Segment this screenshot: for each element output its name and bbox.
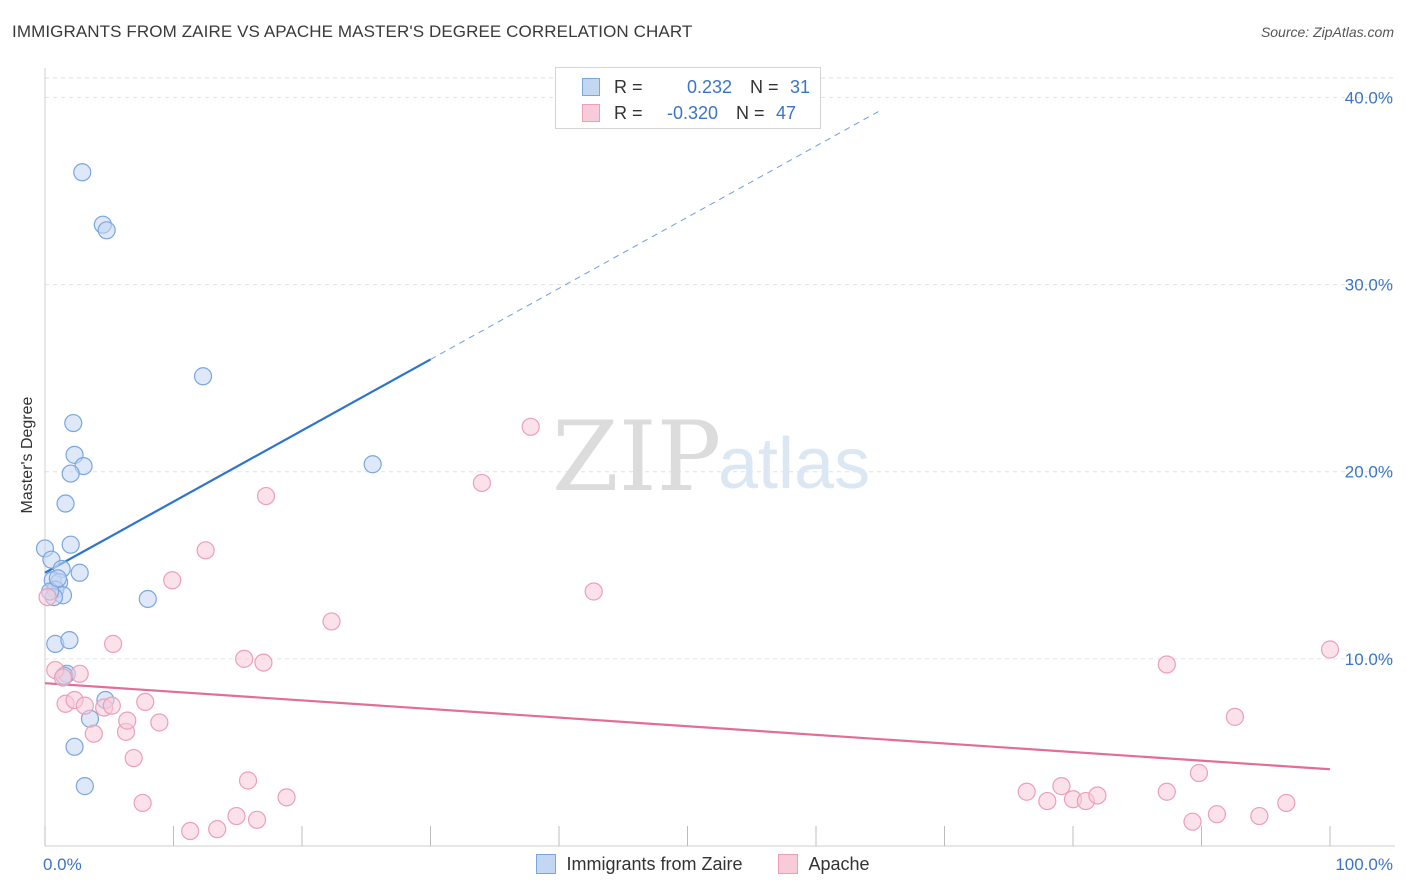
trend-line-apache [44, 682, 1331, 771]
series-label-apache: Apache [808, 853, 870, 874]
series-swatch-zaire [536, 854, 557, 874]
axes [44, 68, 1395, 847]
correlation-legend: R = 0.232 N = 31 R = -0.320 N = 47 [555, 67, 821, 129]
legend-n-label: N = [750, 76, 779, 97]
y-tick-label: 20.0% [1345, 463, 1393, 482]
point-apache [150, 713, 169, 732]
point-apache [1189, 763, 1209, 783]
legend-row-apache: R = -0.320 N = 47 [582, 101, 796, 125]
y-tick-label: 10.0% [1345, 650, 1393, 669]
watermark: ZIP atlas [552, 401, 870, 513]
legend-n-value: 31 [790, 76, 811, 97]
point-apache [1277, 793, 1296, 813]
point-apache [584, 582, 603, 601]
legend-n-value: 47 [776, 102, 797, 123]
point-apache [1052, 777, 1071, 796]
data-points [35, 163, 1340, 841]
chart-source: Source: ZipAtlas.com [1260, 24, 1394, 40]
point-apache [254, 653, 273, 672]
x-tick-label: 100.0% [1335, 855, 1393, 874]
point-apache [1157, 655, 1176, 674]
point-zaire [61, 464, 80, 483]
point-apache [53, 668, 73, 687]
series-legend-apache[interactable]: Apache [778, 853, 870, 875]
point-apache [136, 692, 155, 712]
point-apache [208, 820, 227, 839]
point-apache [238, 771, 258, 790]
trend-lines [44, 110, 1331, 771]
point-apache [104, 634, 123, 653]
point-apache [322, 612, 341, 631]
point-zaire [64, 413, 83, 433]
series-legend-zaire[interactable]: Immigrants from Zaire [536, 854, 742, 875]
watermark-atlas: atlas [718, 424, 870, 504]
point-apache [1038, 791, 1057, 811]
point-apache [124, 748, 143, 768]
point-zaire [48, 569, 67, 588]
point-apache [1320, 640, 1340, 659]
point-apache [1088, 786, 1107, 805]
trend-line-extension-zaire [430, 110, 881, 360]
point-apache [1157, 782, 1176, 801]
legend-n-label: N = [736, 102, 765, 123]
point-apache [256, 486, 276, 506]
point-zaire [138, 589, 157, 609]
point-zaire [70, 563, 89, 582]
legend-r-value: -0.320 [666, 102, 718, 123]
watermark-zip: ZIP [552, 401, 721, 513]
point-zaire [193, 367, 213, 386]
point-apache [1250, 806, 1269, 826]
series-legend: Immigrants from Zaire Apache [0, 852, 1406, 876]
point-zaire [56, 494, 75, 513]
trend-line-zaire [44, 358, 432, 574]
point-apache [75, 696, 94, 715]
point-apache [118, 711, 137, 730]
point-apache [133, 793, 152, 813]
point-apache [227, 806, 246, 826]
point-apache [1207, 805, 1227, 824]
point-apache [235, 649, 254, 668]
legend-swatch-zaire [582, 78, 600, 96]
point-zaire [65, 737, 84, 756]
grid-lines [45, 77, 1395, 660]
series-label-zaire: Immigrants from Zaire [566, 853, 743, 874]
legend-swatch-apache [582, 104, 600, 122]
point-apache [196, 541, 215, 560]
point-zaire [75, 777, 94, 796]
point-zaire [97, 221, 116, 240]
point-apache [70, 664, 89, 683]
y-tick-labels: 10.0% 20.0% 30.0% 40.0% [1345, 88, 1393, 668]
x-tick-labels: 0.0% 100.0% [43, 855, 1393, 874]
point-apache [163, 571, 182, 590]
point-apache [1183, 812, 1202, 831]
chart-title: IMMIGRANTS FROM ZAIRE VS APACHE MASTER'S… [12, 22, 693, 41]
point-apache [38, 587, 57, 607]
point-apache [1225, 707, 1245, 726]
point-apache [84, 724, 103, 743]
point-apache [102, 696, 121, 715]
legend-r-label: R = [614, 76, 643, 97]
point-apache [1017, 782, 1036, 801]
point-apache [181, 821, 200, 841]
point-apache [247, 810, 267, 829]
point-zaire [61, 535, 80, 554]
legend-r-value: 0.232 [686, 76, 732, 97]
point-apache [521, 417, 540, 436]
point-apache [277, 788, 296, 807]
y-tick-label: 30.0% [1345, 276, 1393, 295]
x-tick-label: 0.0% [43, 855, 82, 874]
series-swatch-apache [778, 854, 799, 874]
point-apache [472, 473, 491, 493]
point-zaire [363, 455, 382, 474]
point-zaire [60, 631, 79, 650]
legend-r-label: R = [614, 102, 643, 123]
point-zaire [73, 163, 92, 182]
y-tick-label: 40.0% [1345, 88, 1393, 107]
legend-row-zaire: R = 0.232 N = 31 [582, 75, 810, 99]
